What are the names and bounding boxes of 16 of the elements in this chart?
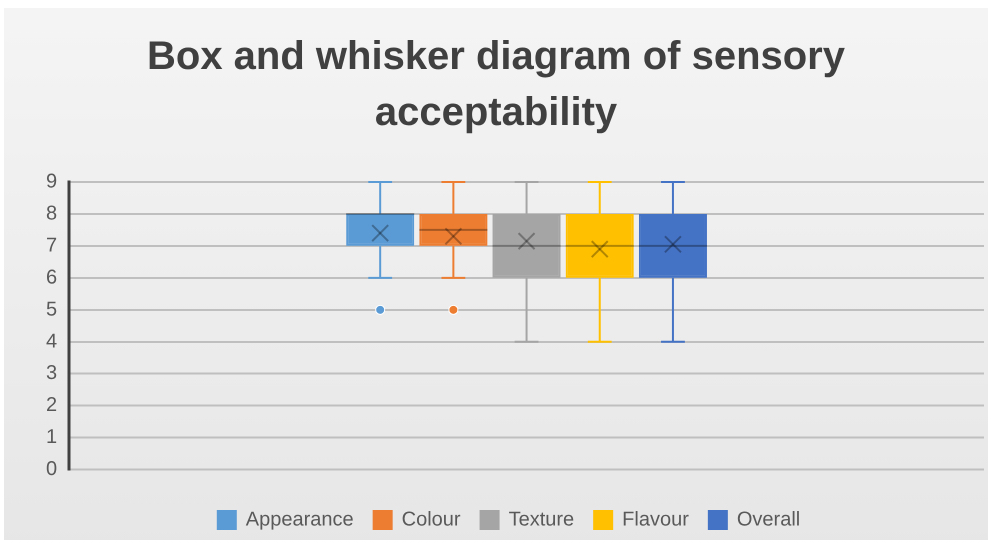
legend-label: Colour (402, 508, 461, 531)
y-tick-label: 6 (46, 266, 58, 288)
legend-label: Texture (508, 508, 574, 531)
y-tick-label: 0 (46, 458, 58, 480)
y-tick-label: 4 (46, 330, 58, 352)
chart-title: Box and whisker diagram of sensory acceptability (146, 33, 846, 136)
y-tick-label: 2 (46, 394, 58, 416)
y-tick-label: 8 (46, 202, 58, 224)
y-tick-label: 9 (46, 170, 58, 193)
legend-label: Overall (736, 508, 800, 531)
legend-label: Flavour (622, 508, 690, 531)
y-tick-label: 5 (46, 298, 58, 320)
y-tick-label: 3 (46, 362, 58, 384)
y-tick-label: 1 (46, 426, 58, 448)
legend-label: Appearance (246, 508, 354, 531)
y-tick-label: 7 (46, 234, 58, 256)
